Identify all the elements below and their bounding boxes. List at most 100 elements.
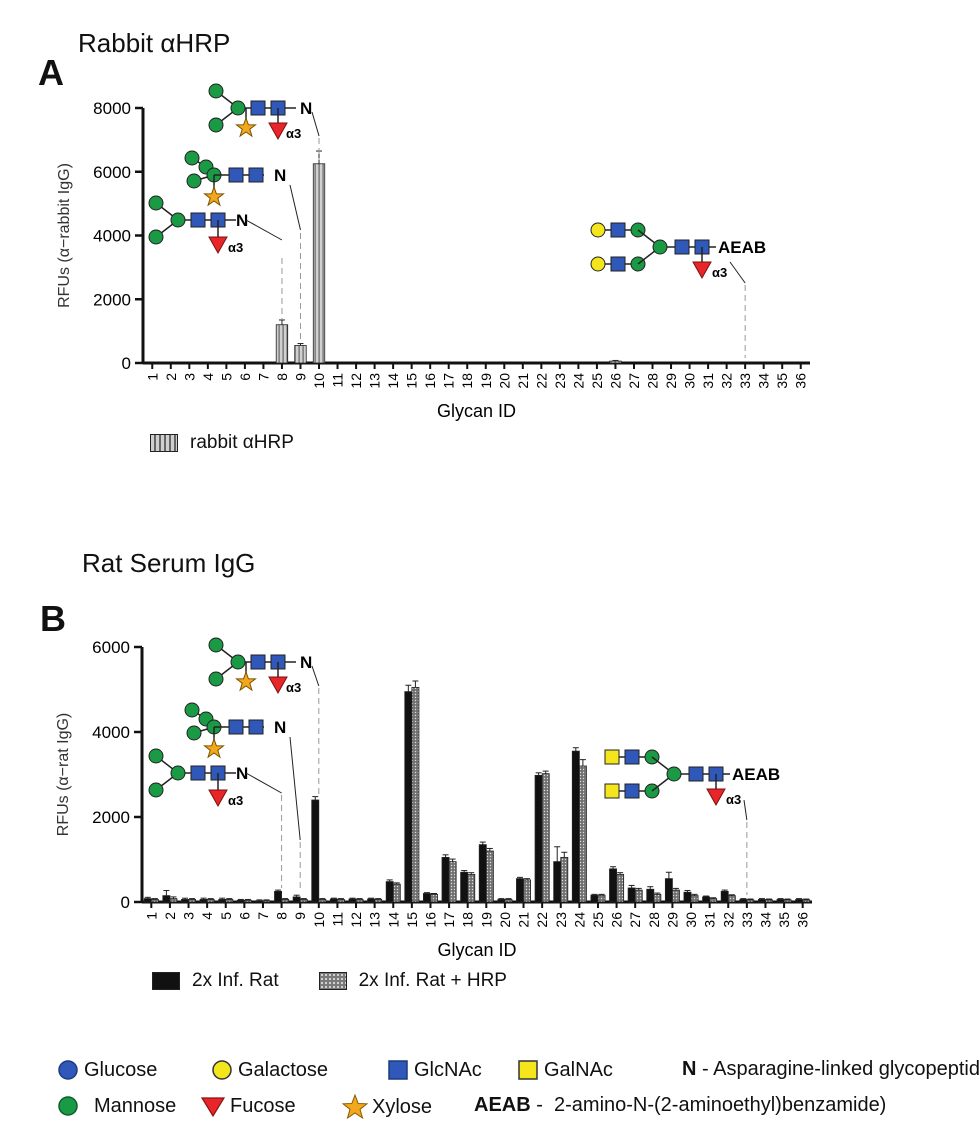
xylose-icon [235,670,257,692]
fucose-icon [208,789,228,808]
bar [783,899,792,903]
key-xylose: Xylose [342,1094,432,1120]
mannose-icon [208,117,224,133]
x-tick-label: 9 [292,373,308,381]
bar [392,883,401,903]
bar [311,799,320,903]
x-tick-label: 19 [478,912,494,928]
bar [143,898,152,903]
alpha3-label: α3 [228,240,243,255]
bar [672,889,680,903]
panel-letter-b: B [40,598,66,639]
mannose-icon [170,765,186,781]
x-tick-label: 12 [348,912,364,928]
bar [609,868,617,903]
bar [292,896,301,903]
fucose-icon [268,122,288,141]
bar [337,899,345,903]
bar [243,899,252,903]
bar [374,899,383,903]
x-tick-label: 31 [700,373,716,389]
bar [329,898,338,903]
bar [541,773,550,903]
glucose-icon [58,1060,78,1080]
x-tick-label: 3 [181,373,197,381]
x-tick-label: 26 [609,912,625,928]
x-tick-label: 36 [795,912,811,928]
x-tick-label: 36 [793,373,809,389]
alpha3-label: α3 [286,680,301,695]
glcnac-icon [250,100,266,116]
x-tick-label: 24 [570,373,586,389]
x-tick-label: 19 [478,373,494,389]
glcnac-icon [190,765,206,781]
n-label: N [274,718,286,737]
mannose-icon [186,173,202,189]
bar [746,899,755,903]
bar [348,898,357,903]
bar [299,899,308,903]
glcnac-icon [228,167,244,183]
leader-line [245,772,282,794]
bar [578,765,587,903]
galnac-icon [604,749,620,765]
bar [262,900,271,903]
bar [597,894,606,903]
x-tick-label: 5 [218,912,234,920]
x-tick-label: 29 [663,373,679,389]
bar [441,856,450,903]
x-tick-label: 18 [460,912,476,928]
y-axis-label: RFUs (α−rabbit IgG) [56,163,73,308]
glcnac-icon [624,783,640,799]
x-tick-label: 2 [163,373,179,381]
x-tick-label: 6 [237,373,253,381]
galactose-icon [590,222,606,238]
bar [448,861,457,903]
alpha3-label: α3 [712,265,727,280]
bar [281,899,290,903]
x-tick-label: 13 [367,912,383,928]
x-tick-label: 11 [330,373,346,388]
xylose-icon [203,185,225,207]
aeab-label: AEAB [718,238,766,257]
aeab-label: AEAB [732,765,780,784]
key-fucose: Fucose [200,1094,296,1118]
bar [225,899,234,903]
x-tick-label: 30 [683,912,699,928]
bar [523,879,531,903]
mannose-icon [148,229,164,245]
xylose-icon [235,116,257,138]
x-tick-label: 16 [422,373,438,389]
glcnac-icon [190,212,206,228]
bar [206,899,215,903]
alpha3-label: α3 [286,126,301,141]
bar [255,900,264,903]
glcnac-icon [250,654,266,670]
x-tick-label: 17 [441,912,457,928]
y-axis-label: RFUs (α−rat IgG) [55,713,72,836]
y-tick-label: 6000 [92,638,130,657]
x-tick-label: 32 [720,912,736,928]
x-tick-label: 5 [218,373,234,381]
glcnac-icon [624,749,640,765]
xylose-icon [342,1094,368,1120]
bar [218,899,227,903]
x-tick-label: 14 [385,373,401,389]
bar [590,894,599,903]
x-tick-label: 8 [274,373,290,381]
galactose-icon [212,1060,232,1080]
x-tick-label: 35 [774,373,790,389]
panel-letter-a: A [38,52,64,93]
legend-label-inf-rat: 2x Inf. Rat [192,970,279,991]
x-tick-label: 12 [348,373,364,389]
bar [776,899,785,903]
mannose-icon [230,654,246,670]
x-tick-label: 6 [236,912,252,920]
mannose-icon [652,239,668,255]
x-tick-label: 7 [255,912,271,920]
y-tick-label: 4000 [92,723,130,742]
glcnac-icon [688,766,704,782]
bar [162,895,171,903]
key-galactose: Galactose [210,1058,328,1082]
bar [318,899,327,903]
